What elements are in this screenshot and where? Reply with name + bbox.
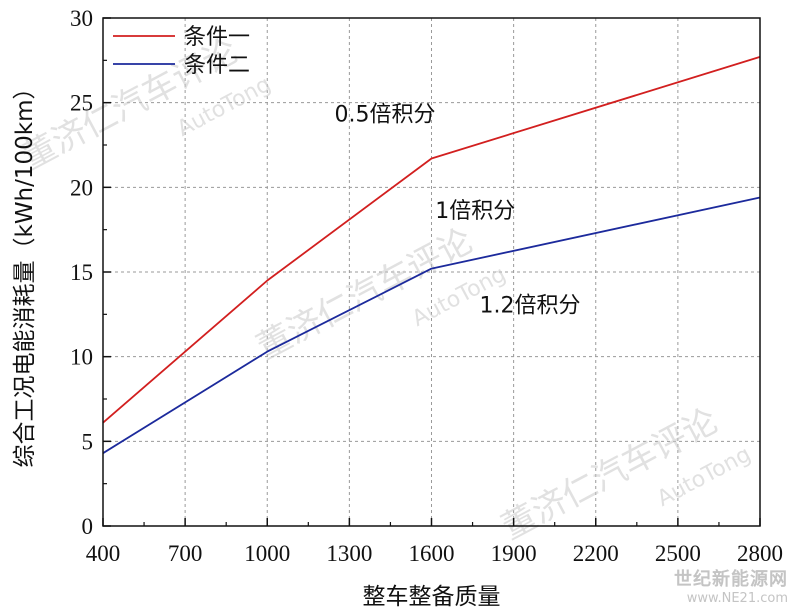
y-tick-label: 20 bbox=[70, 175, 93, 200]
series-layer bbox=[102, 56, 761, 454]
y-axis-title: 综合工况电能消耗量（kWh/100km） bbox=[12, 76, 38, 467]
x-tick-label: 400 bbox=[86, 541, 121, 566]
site-watermark-name: 世纪新能源网 bbox=[674, 569, 788, 590]
x-tick-label: 700 bbox=[168, 541, 203, 566]
y-tick-label: 5 bbox=[82, 429, 94, 454]
annotation-1: 0.5倍积分 bbox=[334, 102, 435, 127]
x-tick-label: 2500 bbox=[655, 541, 701, 566]
y-tick-label: 25 bbox=[70, 91, 93, 116]
grid-lines bbox=[103, 18, 760, 526]
site-watermark: 世纪新能源网 www.NE21.com bbox=[674, 565, 788, 606]
x-tick-label: 1900 bbox=[491, 541, 537, 566]
y-tick-label: 30 bbox=[70, 6, 93, 31]
y-tick-label: 0 bbox=[82, 514, 94, 539]
x-axis-title: 整车整备质量 bbox=[363, 584, 501, 610]
x-tick-label: 1300 bbox=[326, 541, 372, 566]
legend-label-2: 条件二 bbox=[184, 53, 250, 78]
tick-labels: 400 700 1000 1300 1600 1900 2200 2500 2800 0 5 10 15… bbox=[70, 6, 783, 566]
site-watermark-url: www.NE21.com bbox=[686, 591, 788, 606]
y-tick-label: 10 bbox=[70, 345, 93, 370]
legend-label-1: 条件一 bbox=[184, 25, 250, 50]
x-tick-label: 1600 bbox=[409, 541, 455, 566]
axis-ticks bbox=[102, 17, 761, 527]
series-line-1 bbox=[102, 56, 761, 424]
annotation-2: 1倍积分 bbox=[435, 199, 515, 224]
x-tick-label: 2800 bbox=[737, 541, 783, 566]
x-tick-label: 2200 bbox=[573, 541, 619, 566]
x-tick-label: 1000 bbox=[244, 541, 290, 566]
annotations: 0.5倍积分 1倍积分 1.2倍积分 bbox=[334, 102, 580, 318]
series-line-2 bbox=[102, 196, 761, 454]
annotation-3: 1.2倍积分 bbox=[480, 294, 581, 319]
y-tick-label: 15 bbox=[70, 260, 93, 285]
